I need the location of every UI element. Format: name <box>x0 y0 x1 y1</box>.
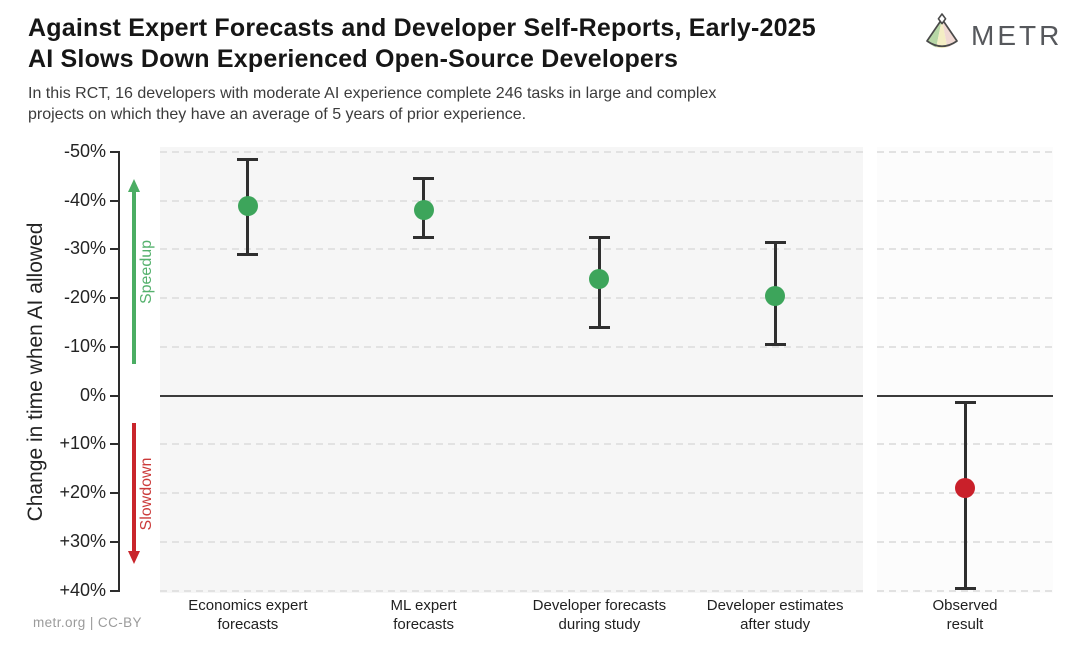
arrow-slowdown <box>127 423 141 565</box>
data-point-ml-expert-forecasts <box>413 200 434 221</box>
metr-fan-icon <box>922 12 962 59</box>
speedup-arrowhead-icon <box>127 178 140 192</box>
gridline--40 <box>160 199 863 202</box>
y-tick-label--20: -20% <box>63 287 106 308</box>
page-title: Against Expert Forecasts and Developer S… <box>28 13 816 75</box>
figure-subtitle-line2: projects on which they have an average o… <box>28 106 527 123</box>
error-bar-cap-top-developer-estimates-after-study <box>764 240 786 244</box>
metr-logo-text: METR <box>971 19 1063 51</box>
y-axis-tick--30 <box>110 248 119 251</box>
figure-subtitle: In this RCT, 16 developers with moderate… <box>28 83 716 125</box>
y-axis-tick-20 <box>110 492 119 495</box>
gridline--50 <box>160 150 863 153</box>
gridline-40 <box>877 589 1053 592</box>
y-axis-tick-10 <box>110 443 119 446</box>
footer-credit: metr.org | CC-BY <box>33 615 142 630</box>
y-tick-label--50: -50% <box>63 140 106 161</box>
category-label-observed-result: Observed result <box>932 597 998 633</box>
speedup-label: Speedup <box>138 239 155 305</box>
data-point-developer-estimates-after-study <box>765 285 786 306</box>
y-tick-label-30: +30% <box>59 530 106 551</box>
gridline--10 <box>160 345 863 348</box>
slowdown-label: Slowdown <box>138 457 155 531</box>
slowdown-arrowhead-icon <box>127 551 140 565</box>
gridline-20 <box>160 492 863 495</box>
zero-line <box>160 394 863 397</box>
y-tick-label-20: +20% <box>59 482 106 503</box>
data-point-developer-forecasts-during-study <box>589 268 610 289</box>
y-axis-line <box>118 150 120 592</box>
gridline--20 <box>160 297 863 300</box>
data-point-economics-expert-forecasts <box>237 195 258 216</box>
metr-logo: METR <box>922 12 1062 59</box>
y-axis-tick-40 <box>110 589 119 592</box>
gridline--30 <box>160 248 863 251</box>
gridline-10 <box>160 443 863 446</box>
y-axis-tick--40 <box>110 199 119 202</box>
error-bar-cap-top-economics-expert-forecasts <box>237 157 259 161</box>
category-label-developer-forecasts-during-study: Developer forecasts during study <box>532 597 667 633</box>
gridline--10 <box>877 345 1053 348</box>
y-axis-title: Change in time when AI allowed <box>24 222 47 522</box>
gridline-30 <box>160 540 863 543</box>
figure-subtitle-line1: In this RCT, 16 developers with moderate… <box>28 85 717 102</box>
y-axis-tick--50 <box>110 150 119 153</box>
gridline--30 <box>877 248 1053 251</box>
zero-line <box>877 394 1053 397</box>
error-bar-cap-bottom-ml-expert-forecasts <box>413 235 435 239</box>
y-axis-tick-30 <box>110 540 119 543</box>
speedup-arrow-shaft <box>132 188 136 364</box>
plot-panel-main <box>160 147 863 593</box>
category-label-economics-expert-forecasts: Economics expert forecasts <box>188 597 308 633</box>
page-title-line1: Against Expert Forecasts and Developer S… <box>28 14 816 42</box>
category-label-ml-expert-forecasts: ML expert forecasts <box>390 597 457 633</box>
error-bar-cap-bottom-developer-estimates-after-study <box>764 342 786 346</box>
gridline--20 <box>877 297 1053 300</box>
y-tick-label-0: 0% <box>79 384 106 405</box>
error-bar-cap-bottom-economics-expert-forecasts <box>237 252 259 256</box>
arrow-speedup <box>127 178 141 364</box>
y-axis-tick--10 <box>110 345 119 348</box>
gridline--50 <box>877 150 1053 153</box>
y-tick-label--40: -40% <box>63 189 106 210</box>
error-bar-cap-top-observed-result <box>954 401 976 405</box>
slowdown-arrow-shaft <box>132 423 136 555</box>
y-tick-label-10: +10% <box>59 433 106 454</box>
error-bar-cap-bottom-developer-forecasts-during-study <box>588 325 610 329</box>
category-label-developer-estimates-after-study: Developer estimates after study <box>706 597 844 633</box>
y-axis-tick--20 <box>110 297 119 300</box>
data-point-observed-result <box>955 478 975 499</box>
gridline--40 <box>877 199 1053 202</box>
error-bar-cap-top-ml-expert-forecasts <box>413 177 435 181</box>
page-title-line2: AI Slows Down Experienced Open-Source De… <box>28 45 679 73</box>
y-tick-label-40: +40% <box>59 579 106 600</box>
y-tick-label--10: -10% <box>63 335 106 356</box>
y-tick-label--30: -30% <box>63 238 106 259</box>
error-bar-cap-top-developer-forecasts-during-study <box>588 235 610 239</box>
error-bar-cap-bottom-observed-result <box>954 586 976 590</box>
gridline-40 <box>160 589 863 592</box>
y-axis-tick-0 <box>110 394 119 397</box>
